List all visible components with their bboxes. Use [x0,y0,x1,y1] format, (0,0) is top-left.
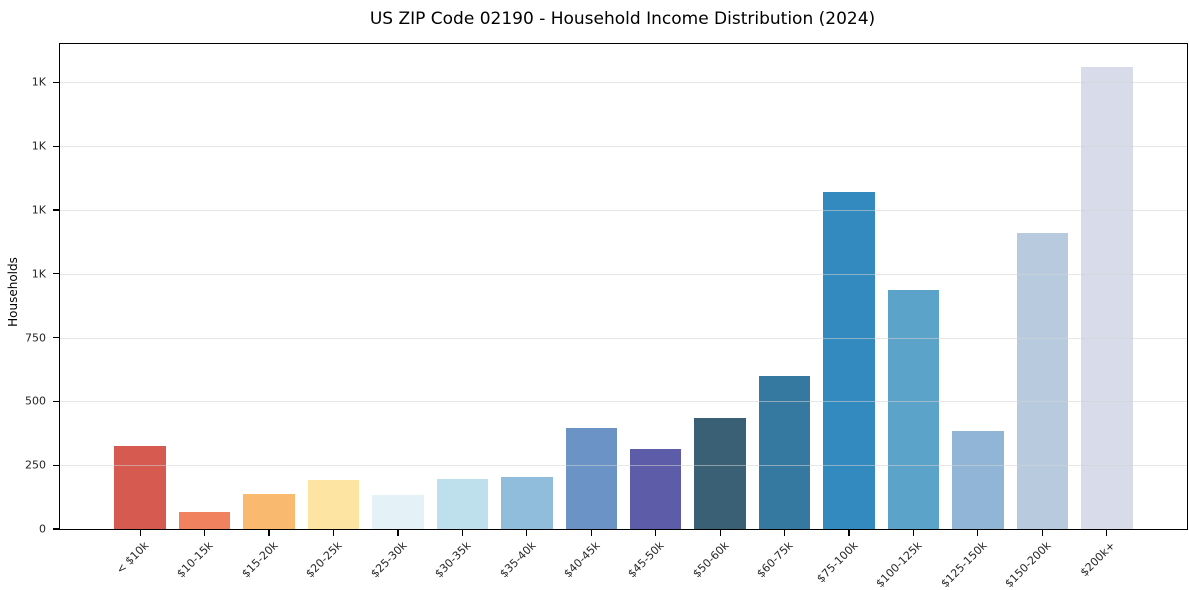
bar-125-150k [952,430,1004,529]
gridline [60,82,1187,84]
y-axis-label: Households [6,257,20,327]
x-tick [1106,529,1108,536]
bar-10-15k [178,512,231,529]
x-tick [977,529,979,536]
x-tick [268,529,270,536]
x-tick-label: $60-75k [754,539,796,581]
y-tick-label: 1K [31,203,46,217]
bar-25-30k [372,495,424,529]
gridline [60,465,1187,467]
bar-50-60k [694,417,746,529]
gridline [60,146,1187,148]
plot-area: 0 250 500 750 1K 1K 1K 1K < $10k $10-15k $15-20k $2… [25,43,1188,590]
x-tick-label: $150-200k [1002,539,1054,590]
x-tick-label: $30-35k [432,539,474,581]
y-tick [53,273,60,275]
bar-60-75k [758,375,811,529]
bar-45-50k [629,448,682,529]
y-tick-label: 250 [25,458,46,472]
y-tick-label: 1K [31,267,46,281]
bar-10k [114,446,166,529]
bar-75-100k [823,192,875,529]
x-tick-label: $35-40k [496,539,539,581]
x-tick-label: < $10k [113,539,152,577]
chart-title: US ZIP Code 02190 - Household Income Dis… [369,9,876,29]
y-tick-label: 1K [31,139,46,153]
x-tick [655,529,657,536]
bar-15-20k [243,494,295,529]
y-tick [53,209,60,211]
y-tick-label: 0 [39,522,46,536]
x-tick [461,529,463,536]
y-tick-label: 500 [25,394,46,408]
bar-20-25k [307,480,360,529]
bar-30-35k [436,479,489,529]
x-tick [912,529,915,536]
x-tick [783,529,786,536]
x-tick-label: $45-50k [625,539,667,581]
y-tick [53,336,60,339]
x-tick-label: $40-45k [561,539,603,581]
y-tick-label: 750 [25,331,46,345]
y-tick [53,528,60,530]
gridline [60,209,1187,211]
x-tick [848,529,850,536]
bar-200k [1081,66,1133,529]
x-tick-label: $50-60k [690,539,732,581]
y-tick [53,464,60,466]
x-tick [397,529,399,536]
x-tick-label: $100-125k [873,539,925,590]
x-tick-label: $75-100k [814,539,861,586]
x-tick [526,529,528,536]
x-tick-label: $25-30k [367,539,410,581]
gridline [60,337,1187,339]
x-tick-label: $15-20k [239,539,281,581]
y-tick [53,145,60,147]
bar-150-200k [1016,232,1069,529]
x-tick-label: $125-150k [937,539,990,590]
x-tick [204,529,206,536]
gridline [60,273,1187,275]
y-tick [53,400,60,402]
x-tick-label: $200k+ [1077,539,1118,580]
y-tick-label: 1K [31,75,46,89]
bar-100-125k [887,290,940,529]
x-tick [590,529,592,536]
gridline [60,401,1187,403]
x-tick-label: $10-15k [174,539,216,581]
y-tick [53,81,60,83]
bar-35-40k [501,476,553,529]
x-tick [1041,529,1043,536]
x-tick [139,529,141,536]
bar-40-45k [565,427,618,529]
x-tick [332,529,335,536]
x-tick [719,529,721,536]
x-tick-label: $20-25k [303,539,345,581]
